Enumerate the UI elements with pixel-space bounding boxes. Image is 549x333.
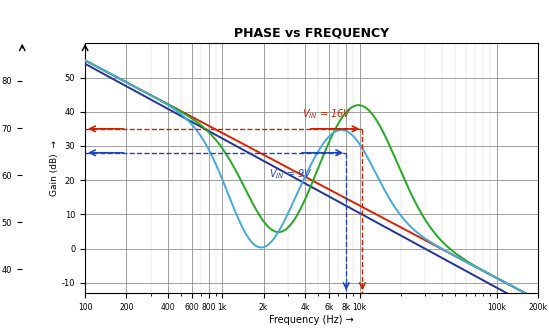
Text: V$_{IN}$ = 16V: V$_{IN}$ = 16V <box>302 107 352 121</box>
X-axis label: Frequency (Hz) →: Frequency (Hz) → <box>269 315 354 325</box>
Y-axis label: Gain (dB)  →: Gain (dB) → <box>50 140 59 196</box>
Title: PHASE vs FREQUENCY: PHASE vs FREQUENCY <box>234 26 389 39</box>
Text: V$_{IN}$ = 9V: V$_{IN}$ = 9V <box>270 167 313 180</box>
